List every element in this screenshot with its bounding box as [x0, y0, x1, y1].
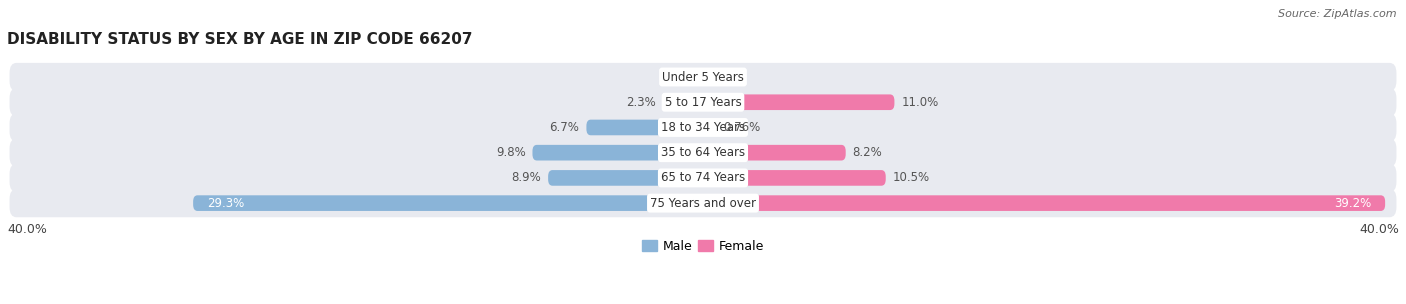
Text: 10.5%: 10.5%: [893, 171, 929, 185]
Text: 8.9%: 8.9%: [512, 171, 541, 185]
FancyBboxPatch shape: [586, 120, 703, 135]
Text: 11.0%: 11.0%: [901, 96, 939, 109]
FancyBboxPatch shape: [533, 145, 703, 161]
Text: 9.8%: 9.8%: [496, 146, 526, 159]
Text: Under 5 Years: Under 5 Years: [662, 71, 744, 84]
Text: DISABILITY STATUS BY SEX BY AGE IN ZIP CODE 66207: DISABILITY STATUS BY SEX BY AGE IN ZIP C…: [7, 32, 472, 47]
FancyBboxPatch shape: [10, 113, 1396, 142]
FancyBboxPatch shape: [548, 170, 703, 186]
FancyBboxPatch shape: [703, 170, 886, 186]
FancyBboxPatch shape: [10, 189, 1396, 217]
Text: 29.3%: 29.3%: [207, 197, 245, 210]
Text: 75 Years and over: 75 Years and over: [650, 197, 756, 210]
Text: 5 to 17 Years: 5 to 17 Years: [665, 96, 741, 109]
FancyBboxPatch shape: [10, 139, 1396, 167]
FancyBboxPatch shape: [193, 195, 703, 211]
FancyBboxPatch shape: [703, 120, 716, 135]
FancyBboxPatch shape: [10, 164, 1396, 192]
Text: 8.2%: 8.2%: [852, 146, 883, 159]
Text: 39.2%: 39.2%: [1334, 197, 1371, 210]
FancyBboxPatch shape: [10, 63, 1396, 91]
Text: 18 to 34 Years: 18 to 34 Years: [661, 121, 745, 134]
FancyBboxPatch shape: [664, 95, 703, 110]
Text: 6.7%: 6.7%: [550, 121, 579, 134]
Text: 40.0%: 40.0%: [7, 223, 46, 236]
Text: 65 to 74 Years: 65 to 74 Years: [661, 171, 745, 185]
FancyBboxPatch shape: [10, 88, 1396, 116]
FancyBboxPatch shape: [703, 195, 1385, 211]
FancyBboxPatch shape: [703, 95, 894, 110]
FancyBboxPatch shape: [703, 145, 845, 161]
Text: 40.0%: 40.0%: [1360, 223, 1399, 236]
Text: Source: ZipAtlas.com: Source: ZipAtlas.com: [1278, 9, 1396, 19]
Text: 35 to 64 Years: 35 to 64 Years: [661, 146, 745, 159]
Text: 0.76%: 0.76%: [723, 121, 761, 134]
Text: 2.3%: 2.3%: [626, 96, 657, 109]
Legend: Male, Female: Male, Female: [637, 235, 769, 258]
